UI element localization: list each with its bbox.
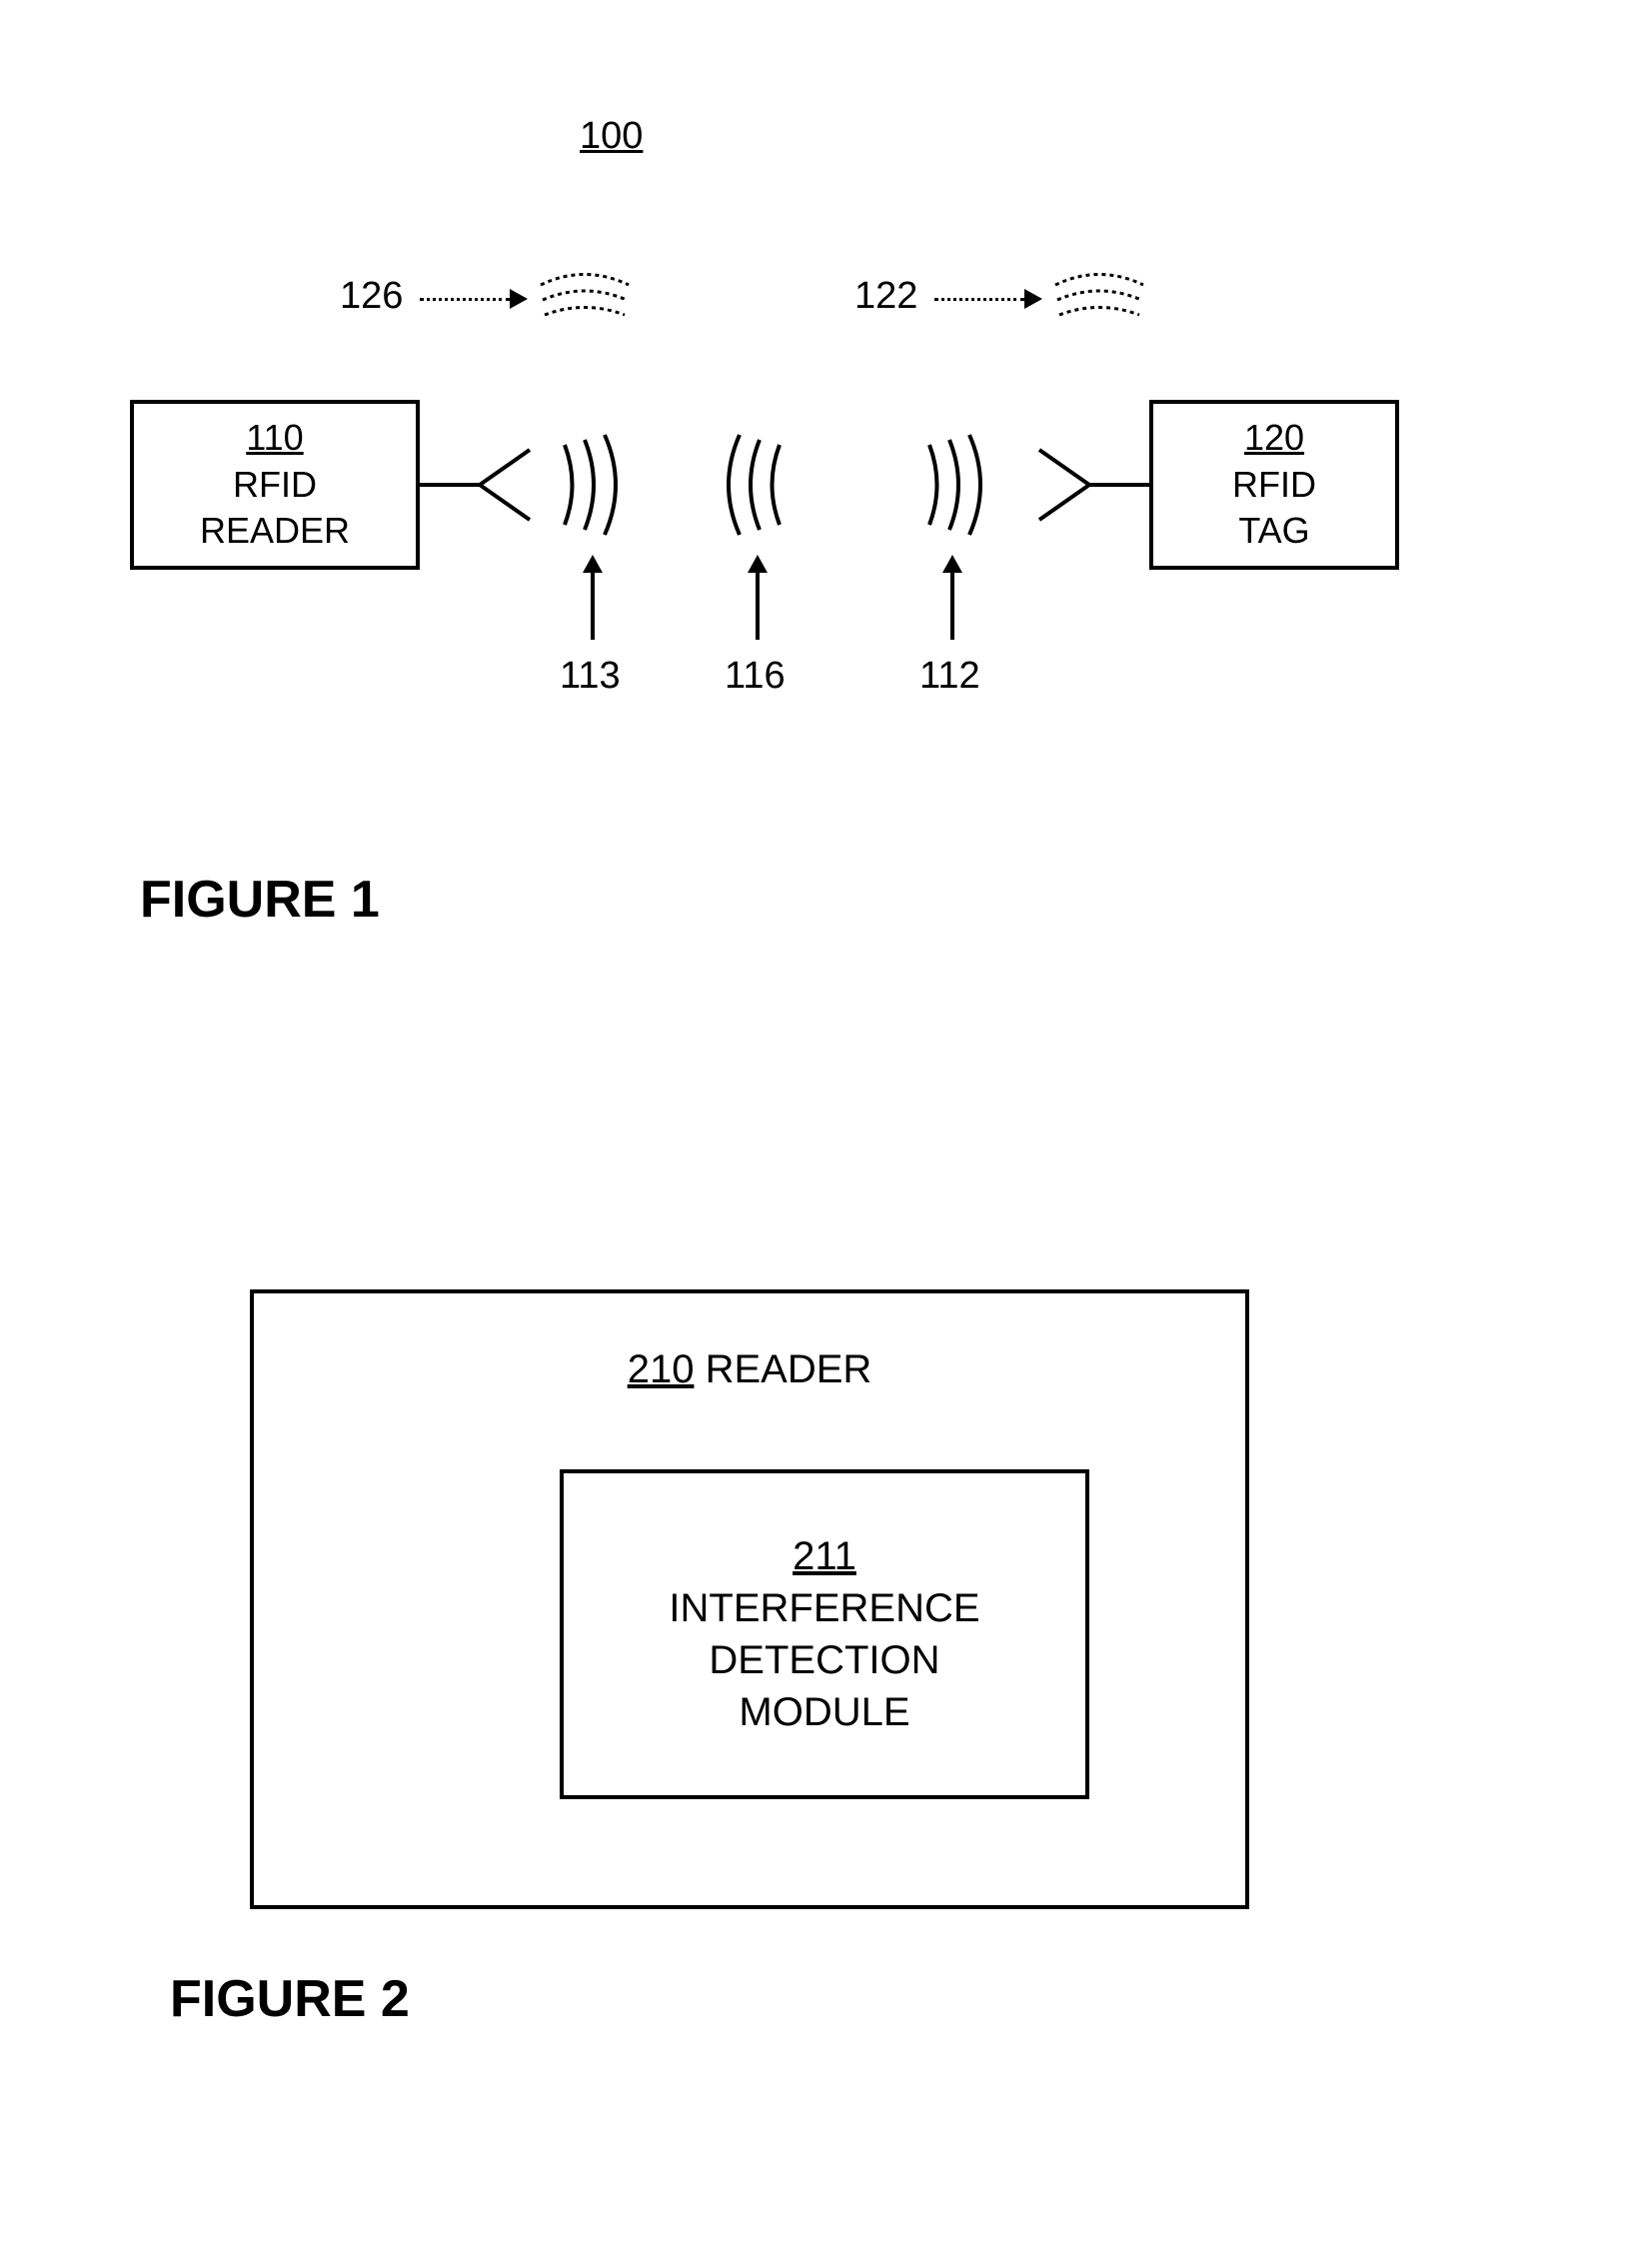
- ref-113-label: 113: [560, 655, 621, 698]
- figure1-caption: FIGURE 1: [140, 870, 380, 930]
- page-container: 100 110 RFIDREADER: [0, 0, 1634, 2268]
- arrow-113-head: [583, 555, 603, 573]
- ref-112-label: 112: [919, 655, 980, 698]
- arrow-116-head: [748, 555, 768, 573]
- rfid-reader-text: 110 RFIDREADER: [200, 415, 350, 555]
- arrow-126-head: [510, 289, 528, 309]
- reader-antenna-icon: [420, 440, 550, 530]
- ref-126-label: 126: [340, 275, 403, 318]
- module-211-text: 211 INTERFERENCEDETECTIONMODULE: [669, 1530, 979, 1738]
- rfid-reader-box: 110 RFIDREADER: [130, 400, 420, 570]
- wave-113-icon: [555, 430, 635, 540]
- arrow-116-line: [756, 570, 760, 640]
- wave-116-icon: [720, 430, 800, 540]
- arrow-126: [420, 298, 510, 301]
- module-211-label: INTERFERENCEDETECTIONMODULE: [669, 1586, 979, 1734]
- wave-126-icon: [535, 260, 635, 335]
- arrow-112-line: [950, 570, 954, 640]
- rfid-tag-label: RFIDTAG: [1232, 464, 1316, 552]
- rfid-tag-box: 120 RFIDTAG: [1149, 400, 1399, 570]
- tag-antenna-icon: [1019, 440, 1149, 530]
- ref-116-label: 116: [725, 655, 786, 698]
- reader-210-label: READER: [706, 1347, 872, 1391]
- figure2-caption: FIGURE 2: [170, 1969, 410, 2029]
- wave-112-icon: [919, 430, 999, 540]
- fig1-main-ref: 100: [580, 115, 643, 158]
- wave-122-icon: [1049, 260, 1149, 335]
- reader-210-text: 210 READER: [628, 1343, 872, 1395]
- arrow-122-head: [1024, 289, 1042, 309]
- rfid-tag-text: 120 RFIDTAG: [1232, 415, 1316, 555]
- module-211-box: 211 INTERFERENCEDETECTIONMODULE: [560, 1469, 1089, 1799]
- rfid-reader-label: RFIDREADER: [200, 464, 350, 552]
- arrow-112-head: [942, 555, 962, 573]
- arrow-113-line: [591, 570, 595, 640]
- ref-122-label: 122: [854, 275, 917, 318]
- arrow-122: [934, 298, 1024, 301]
